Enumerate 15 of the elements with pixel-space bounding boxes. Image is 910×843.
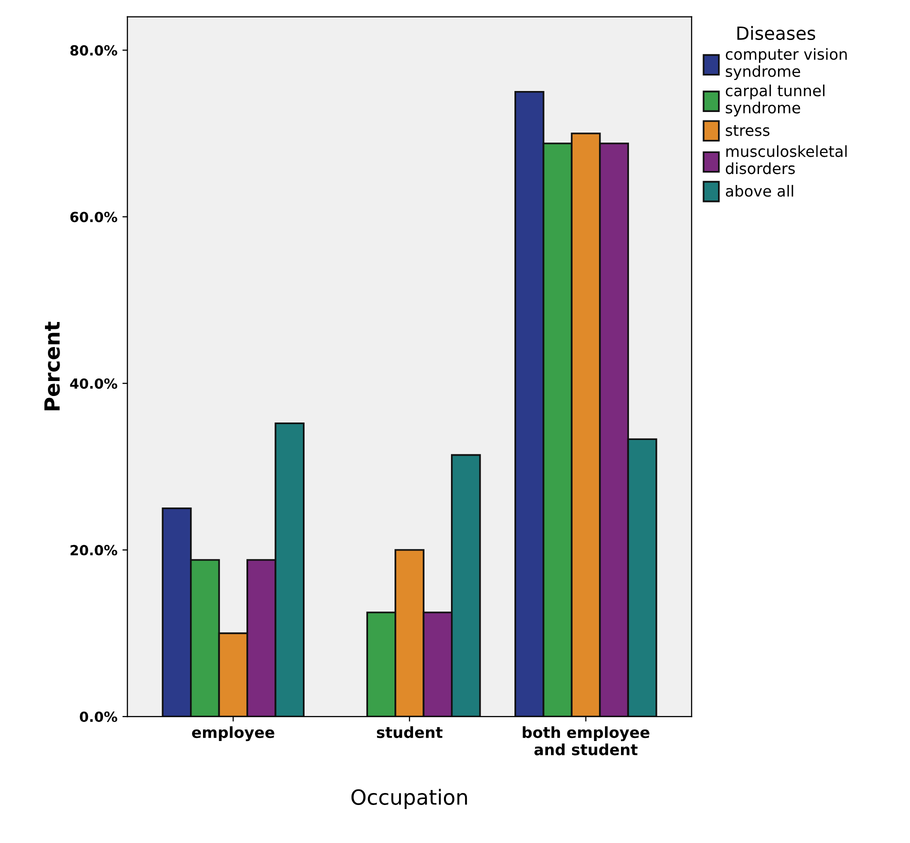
y-tick-label: 20.0% <box>70 544 118 556</box>
y-tick-label: 40.0% <box>70 378 118 389</box>
x-tick-label: both employee and student <box>522 726 650 756</box>
y-tick-label: 80.0% <box>70 45 118 56</box>
y-tick-label: 60.0% <box>70 212 118 222</box>
x-tick-label: employee <box>192 726 274 742</box>
x-tick-label: student <box>376 726 443 738</box>
legend-label: carpal tunnel syndrome <box>726 84 824 116</box>
legend-label: musculoskeletal disorders <box>726 145 847 174</box>
y-tick-label: 0.0% <box>80 712 118 722</box>
legend-label: above all <box>726 184 794 197</box>
legend-title: Diseases <box>737 26 816 40</box>
y-axis-title: Percent <box>44 322 60 410</box>
legend-label: stress <box>726 125 770 136</box>
x-axis-title: Occupation <box>351 788 467 810</box>
